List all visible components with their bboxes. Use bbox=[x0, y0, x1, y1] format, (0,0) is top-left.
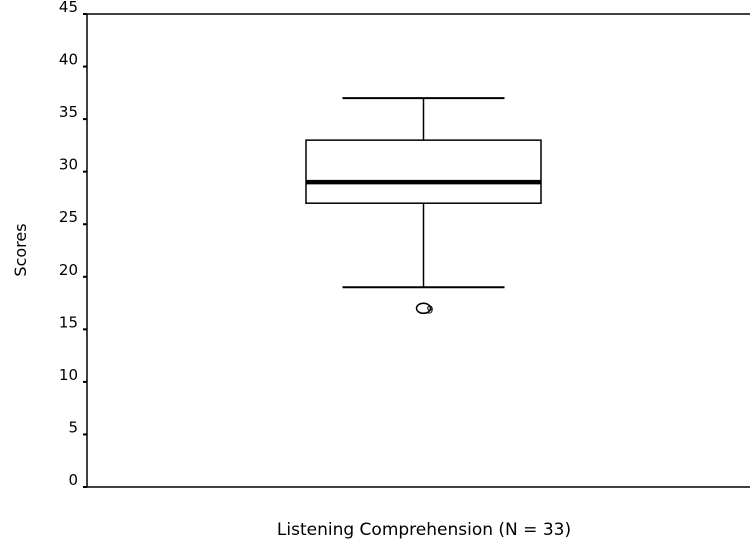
y-tick-label: 25 bbox=[59, 208, 78, 226]
plot-area bbox=[86, 13, 750, 488]
outlier-point bbox=[415, 302, 432, 315]
boxes: 9 bbox=[305, 97, 542, 316]
y-tick-label: 0 bbox=[68, 471, 78, 489]
y-tick-label: 40 bbox=[59, 51, 78, 69]
y-tick-label: 20 bbox=[59, 261, 78, 279]
y-tick-label: 15 bbox=[59, 313, 78, 331]
y-tick-label: 45 bbox=[59, 0, 78, 16]
y-tick-label: 35 bbox=[59, 103, 78, 121]
y-tick-label: 5 bbox=[68, 418, 78, 436]
iqr-box bbox=[305, 139, 542, 204]
y-ticks: 0 5 10 15 20 25 30 35 40 45 bbox=[59, 0, 87, 489]
y-axis-label: Scores bbox=[11, 223, 30, 276]
x-axis-label: Listening Comprehension (N = 33) bbox=[277, 520, 571, 540]
outlier-label: 9 bbox=[427, 303, 434, 316]
y-tick-label: 30 bbox=[59, 156, 78, 174]
y-tick-label: 10 bbox=[59, 366, 78, 384]
